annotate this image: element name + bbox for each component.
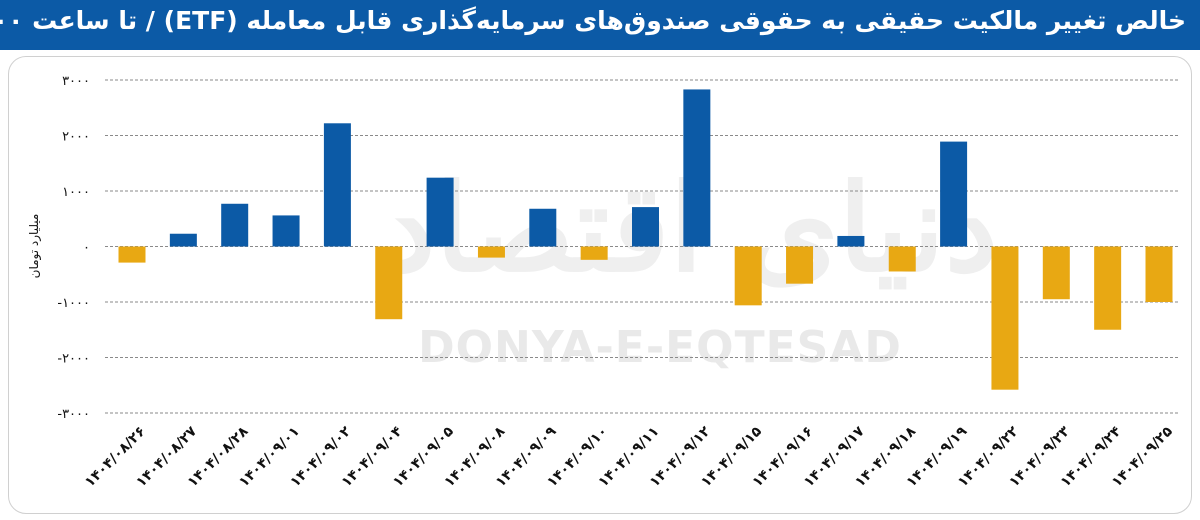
- x-tick-labels: ۱۴۰۴/۰۸/۲۶۱۴۰۴/۰۸/۲۷۱۴۰۴/۰۸/۲۸۱۴۰۴/۰۹/۰۱…: [82, 423, 1176, 490]
- bar: [221, 203, 249, 247]
- y-tick-labels: ۳۰۰۰ ۲۰۰۰ ۱۰۰۰ ۰ -۱۰۰۰ -۲۰۰۰ -۳۰۰۰: [57, 74, 90, 422]
- bar: [529, 208, 557, 247]
- bar: [786, 246, 814, 284]
- bar: [991, 246, 1019, 390]
- y-tick-label: -۱۰۰۰: [57, 296, 90, 311]
- bar: [734, 246, 762, 306]
- bar: [632, 207, 659, 247]
- bar: [426, 177, 454, 247]
- bar: [940, 141, 968, 247]
- y-tick-label: -۳۰۰۰: [57, 407, 90, 422]
- bar: [272, 215, 300, 247]
- bar: [837, 235, 865, 247]
- bar: [375, 246, 403, 320]
- bar: [580, 246, 608, 260]
- bar: [477, 246, 505, 258]
- y-tick-label: ۰: [83, 241, 90, 256]
- y-tick-label: ۳۰۰۰: [62, 74, 90, 89]
- bar: [1042, 246, 1070, 300]
- bars: [118, 89, 1173, 390]
- y-tick-label: -۲۰۰۰: [57, 352, 90, 367]
- y-axis-label: میلیارد تومان: [27, 214, 42, 279]
- chart-frame: [8, 56, 1192, 514]
- bar: [1094, 246, 1122, 330]
- y-tick-label: ۱۰۰۰: [62, 185, 90, 200]
- bar: [169, 233, 197, 247]
- y-tick-label: ۲۰۰۰: [62, 130, 90, 145]
- chart-title: خالص تغییر مالکیت حقیقی به حقوقی صندوق‌ه…: [0, 6, 1186, 35]
- bar: [888, 246, 916, 272]
- header-bar: خالص تغییر مالکیت حقیقی به حقوقی صندوق‌ه…: [0, 0, 1200, 50]
- watermark-latin: DONYA-E-EQTESAD: [418, 322, 902, 373]
- bar: [1145, 246, 1173, 302]
- bar: [323, 123, 351, 247]
- bar: [118, 246, 146, 263]
- bar: [683, 89, 711, 247]
